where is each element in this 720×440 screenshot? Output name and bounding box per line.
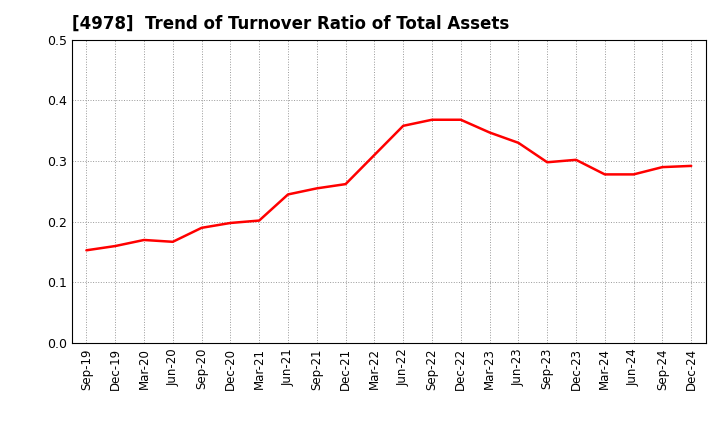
Text: [4978]  Trend of Turnover Ratio of Total Assets: [4978] Trend of Turnover Ratio of Total … — [72, 15, 509, 33]
